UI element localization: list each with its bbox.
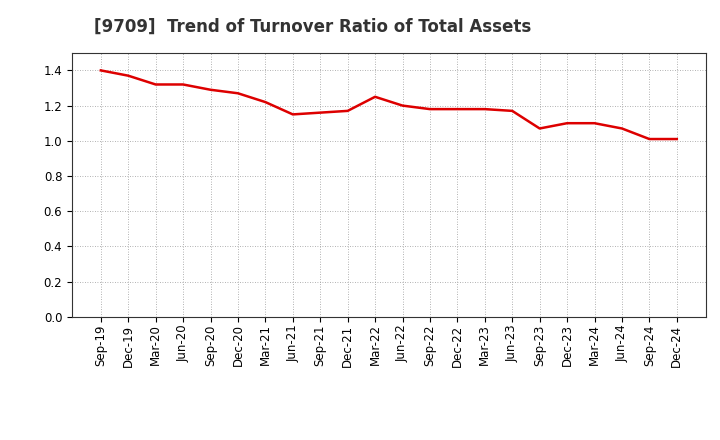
- Text: [9709]  Trend of Turnover Ratio of Total Assets: [9709] Trend of Turnover Ratio of Total …: [94, 18, 531, 36]
